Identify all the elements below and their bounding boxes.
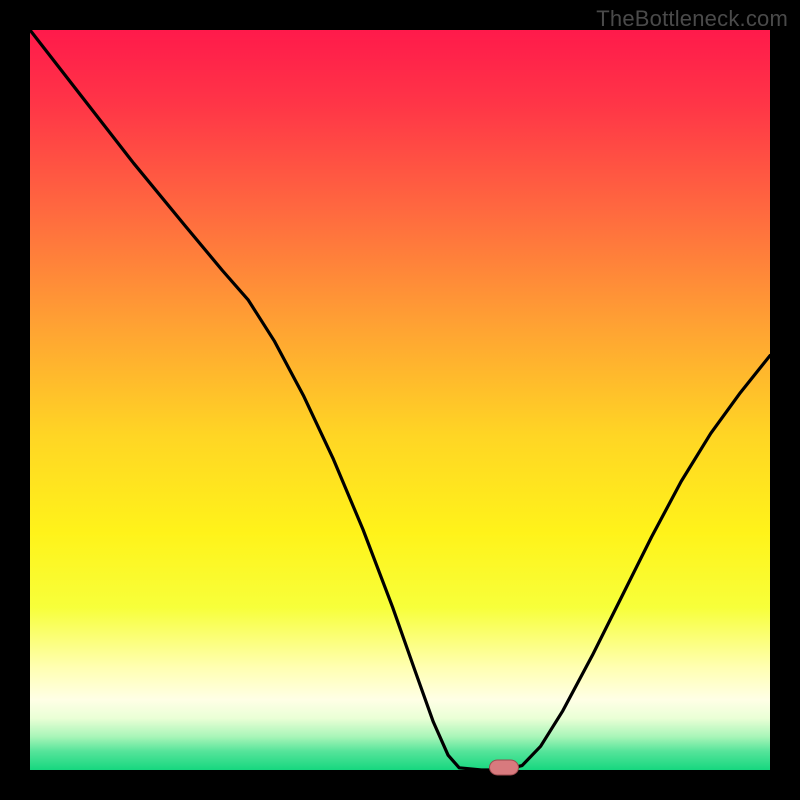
optimal-point-marker — [489, 760, 519, 781]
watermark-text: TheBottleneck.com — [596, 6, 788, 32]
chart-frame: TheBottleneck.com — [0, 0, 800, 800]
bottleneck-curve — [30, 30, 770, 770]
plot-area — [30, 30, 770, 770]
